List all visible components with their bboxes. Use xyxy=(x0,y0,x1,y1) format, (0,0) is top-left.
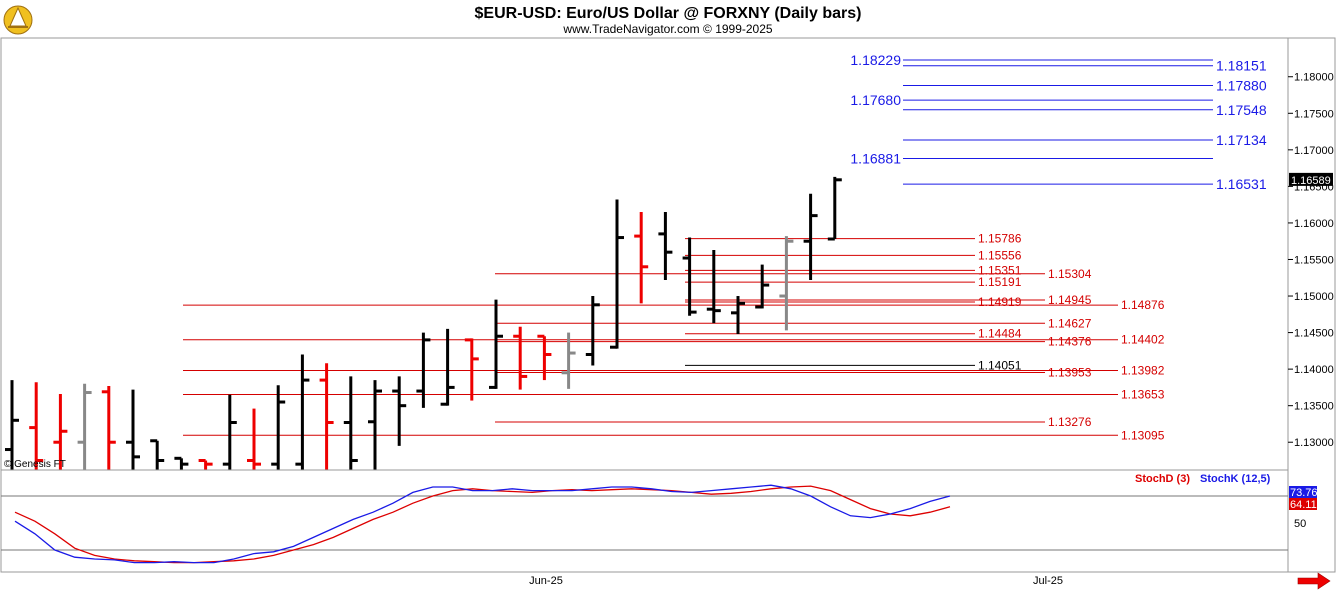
x-tick-label: Jul-25 xyxy=(1033,575,1063,587)
y-tick-label: 1.13000 xyxy=(1294,437,1334,449)
price-level-label: 1.17880 xyxy=(1216,78,1267,94)
price-level-label: 1.15786 xyxy=(978,232,1022,246)
price-level-label: 1.15304 xyxy=(1048,267,1092,281)
stochK-value-tag xyxy=(1289,486,1317,498)
y-tick-label: 1.14500 xyxy=(1294,328,1334,340)
app-logo-icon[interactable] xyxy=(3,5,33,35)
y-axis-panel xyxy=(1287,37,1336,573)
price-pane: 1.180001.175001.170001.165001.160001.155… xyxy=(0,37,1336,573)
price-level-label: 1.13953 xyxy=(1048,366,1092,380)
watermark: © Genesis FT xyxy=(4,459,66,470)
chart-subtitle: www.TradeNavigator.com © 1999-2025 xyxy=(562,22,772,36)
price-plot-frame xyxy=(0,37,1289,471)
y-tick-label: 1.17000 xyxy=(1294,145,1334,157)
y-tick-label: 1.15000 xyxy=(1294,291,1334,303)
scroll-right-arrow-icon[interactable] xyxy=(1297,572,1331,590)
y-tick-label: 1.18000 xyxy=(1294,72,1334,84)
price-level-label: 1.14919 xyxy=(978,295,1022,309)
y-tick-label: 1.17500 xyxy=(1294,108,1334,120)
last-price-label: 1.16589 xyxy=(1291,175,1331,187)
stochD-value-label: 64.11 xyxy=(1290,499,1317,511)
price-level-label: 1.16531 xyxy=(1216,176,1267,192)
y-tick-label: 1.15500 xyxy=(1294,254,1334,266)
x-tick-label: Jun-25 xyxy=(529,575,563,587)
chart-title: $EUR-USD: Euro/US Dollar @ FORXNY (Daily… xyxy=(475,5,862,22)
price-level-label: 1.13276 xyxy=(1048,415,1092,429)
legend-stochK: StochK (12,5) xyxy=(1200,473,1271,485)
price-level-label: 1.14876 xyxy=(1121,298,1165,312)
price-level-label: 1.18229 xyxy=(850,52,901,68)
price-level-label: 1.17548 xyxy=(1216,102,1267,118)
price-level-label: 1.15191 xyxy=(978,275,1022,289)
price-level-label: 1.16881 xyxy=(850,151,901,167)
y-tick-label: 1.14000 xyxy=(1294,364,1334,376)
price-level-label: 1.14945 xyxy=(1048,293,1092,307)
price-level-label: 1.15556 xyxy=(978,248,1022,262)
stoch-y-tick-label: 50 xyxy=(1294,518,1306,530)
y-tick-label: 1.13500 xyxy=(1294,401,1334,413)
price-level-label: 1.14627 xyxy=(1048,316,1092,330)
price-level-label: 1.14376 xyxy=(1048,335,1092,349)
price-level-label: 1.13095 xyxy=(1121,428,1165,442)
price-level-label: 1.14051 xyxy=(978,358,1022,372)
price-level-label: 1.17134 xyxy=(1216,132,1267,148)
legend-stochD: StochD (3) xyxy=(1135,473,1190,485)
stochD-value-tag xyxy=(1289,498,1317,510)
price-level-label: 1.17680 xyxy=(850,92,901,108)
stoch-plot-frame xyxy=(0,469,1289,573)
price-level-label: 1.14402 xyxy=(1121,333,1165,347)
stoch-series-line xyxy=(14,484,951,564)
last-price-tag xyxy=(1289,172,1333,186)
price-level-label: 1.18151 xyxy=(1216,58,1267,74)
price-level-label: 1.14484 xyxy=(978,327,1022,341)
y-tick-label: 1.16000 xyxy=(1294,218,1334,230)
stochK-value-label: 73.76 xyxy=(1290,487,1318,499)
price-level-label: 1.13982 xyxy=(1121,363,1165,377)
price-level-label: 1.13653 xyxy=(1121,387,1165,401)
